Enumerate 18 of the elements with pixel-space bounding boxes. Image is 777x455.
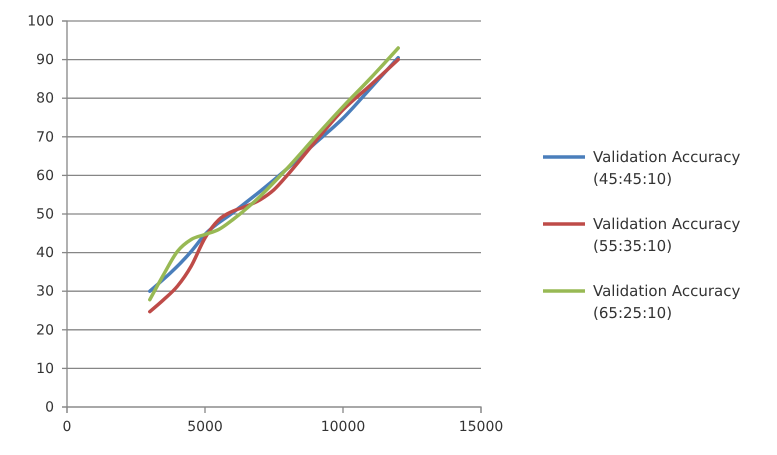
- y-tick-label: 40: [36, 245, 54, 262]
- y-tick-label: 30: [36, 284, 54, 300]
- legend-label: Validation Accuracy (65:25:10): [593, 282, 740, 322]
- y-tick-label: 0: [45, 399, 54, 416]
- y-tick-label: 50: [36, 206, 54, 222]
- y-tick-label: 90: [36, 52, 54, 68]
- x-tick-label: 0: [62, 418, 72, 435]
- x-tick-label: 10000: [320, 418, 366, 435]
- legend-label: Validation Accuracy (55:35:10): [593, 215, 740, 255]
- x-tick-label: 5000: [187, 418, 223, 435]
- y-tick-label: 20: [36, 322, 54, 338]
- y-tick-label: 70: [36, 129, 54, 146]
- x-tick-label: 15000: [458, 418, 504, 435]
- y-tick-label: 60: [36, 168, 54, 184]
- y-tick-label: 100: [27, 13, 54, 30]
- legend-label: Validation Accuracy (45:45:10): [593, 148, 740, 188]
- y-tick-label: 80: [36, 90, 54, 107]
- y-tick-label: 10: [36, 360, 54, 377]
